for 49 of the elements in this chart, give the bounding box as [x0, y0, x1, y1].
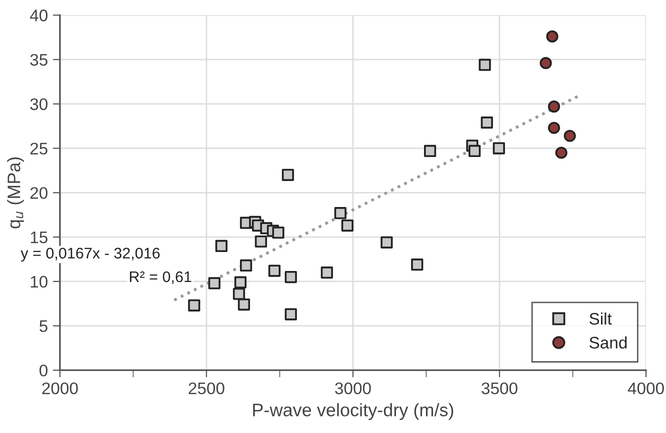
- annotation: y = 0,0167x - 32,016: [20, 248, 160, 262]
- point: [234, 276, 247, 288]
- y-tick-label: 25: [30, 142, 48, 155]
- point: [238, 298, 250, 311]
- legend-label: Sand: [590, 336, 627, 349]
- y-tick-label: 10: [30, 276, 48, 288]
- x-tick-label: 3000: [335, 382, 371, 394]
- point: [232, 288, 246, 300]
- point: [478, 58, 491, 71]
- point: [282, 168, 294, 181]
- point: [380, 236, 393, 248]
- annotation: R² = 0,61: [130, 271, 192, 284]
- point: [320, 266, 333, 279]
- y-axis-title: q$_{u}$ (MPa): [7, 157, 24, 228]
- point: [546, 30, 558, 43]
- point: [284, 308, 297, 320]
- point: [548, 100, 560, 113]
- point: [341, 219, 354, 232]
- point: [215, 240, 228, 252]
- x-tick-label: 3500: [482, 382, 518, 394]
- point: [480, 116, 493, 129]
- x-axis-title: P-wave velocity-dry (m/s): [253, 403, 454, 420]
- legend-label: Silt: [590, 312, 612, 325]
- y-tick-label: 5: [40, 320, 48, 332]
- y-tick-label: 40: [30, 10, 48, 22]
- y-tick-label: 30: [30, 98, 48, 110]
- x-tick-label: 2500: [188, 382, 224, 394]
- point: [492, 142, 505, 154]
- x-tick-label: 4000: [628, 382, 664, 394]
- point: [240, 259, 252, 272]
- point: [334, 207, 346, 220]
- point: [424, 144, 436, 158]
- y-tick-label: 35: [30, 54, 48, 66]
- point: [272, 226, 284, 239]
- point: [555, 146, 568, 159]
- y-tick-label: 20: [30, 187, 48, 199]
- point: [564, 130, 576, 142]
- point: [268, 264, 280, 277]
- y-tick-label: 0: [40, 364, 48, 376]
- point: [468, 144, 481, 158]
- point: [254, 235, 268, 248]
- y-tick-label: 15: [30, 232, 48, 244]
- point: [188, 299, 200, 312]
- point: [284, 270, 297, 284]
- point: [411, 258, 424, 271]
- point: [540, 57, 552, 70]
- point: [548, 122, 560, 134]
- x-tick-label: 2000: [42, 382, 78, 394]
- point: [208, 277, 220, 290]
